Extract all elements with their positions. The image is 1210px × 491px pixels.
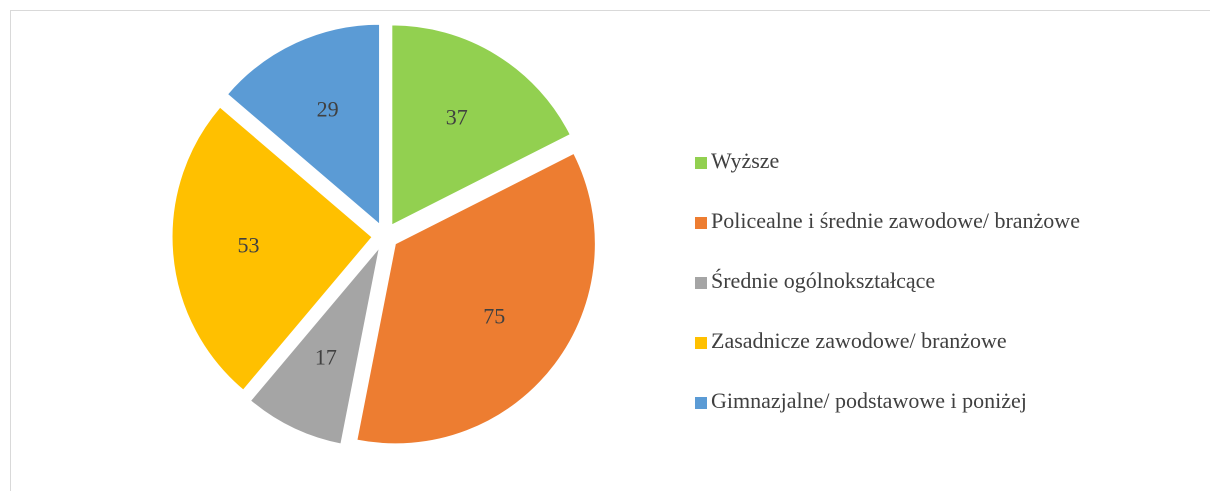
pie-slice	[226, 23, 381, 226]
legend-label: Wyższe	[711, 148, 779, 173]
legend-swatch	[695, 337, 707, 349]
chart-border	[10, 10, 1210, 491]
data-label: 17	[315, 345, 337, 370]
legend-swatch	[695, 277, 707, 289]
legend-swatch	[695, 217, 707, 229]
data-label: 75	[483, 304, 505, 329]
data-label: 37	[446, 104, 468, 129]
pie-slice	[356, 152, 596, 445]
legend-swatch	[695, 397, 707, 409]
legend-swatch	[695, 157, 707, 169]
data-label: 29	[317, 97, 339, 122]
pie-slice	[391, 24, 571, 226]
data-label: 53	[237, 232, 259, 257]
legend-label: Policealne i średnie zawodowe/ branżowe	[711, 208, 1080, 233]
pie-slice	[249, 245, 381, 445]
legend-label: Gimnazjalne/ podstawowe i poniżej	[711, 388, 1027, 413]
pie-slice	[171, 106, 373, 391]
legend-label: Średnie ogólnokształcące	[711, 268, 935, 293]
legend-label: Zasadnicze zawodowe/ branżowe	[711, 328, 1007, 353]
